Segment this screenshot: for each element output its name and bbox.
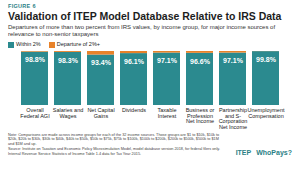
svg-text:Net CapitalGains: Net CapitalGains <box>87 107 114 119</box>
svg-text:Business orProfessionNet Incom: Business orProfessionNet Income <box>186 107 215 124</box>
svg-text:Partnershipand S-CorporationNe: Partnershipand S-CorporationNet Income <box>219 107 248 130</box>
svg-text:98.8%: 98.8% <box>25 56 46 63</box>
html-text:Departure of 2%+: Departure of 2%+ <box>56 41 100 47</box>
svg-text:98.3%: 98.3% <box>58 56 79 63</box>
svg-text:96.1%: 96.1% <box>124 57 145 64</box>
html-text:WhoPays?: WhoPays? <box>256 148 292 156</box>
html-text:Within 2%: Within 2% <box>16 41 41 47</box>
html-text:ITEP: ITEP <box>235 148 252 156</box>
svg-text:UnemploymentCompensation: UnemploymentCompensation <box>248 107 285 119</box>
svg-text:Salaries andWages: Salaries andWages <box>53 107 84 119</box>
svg-text:96.6%: 96.6% <box>190 57 211 64</box>
svg-text:99.8%: 99.8% <box>256 55 277 62</box>
svg-text:93.4%: 93.4% <box>91 59 112 66</box>
svg-text:Dividends: Dividends <box>122 107 146 113</box>
svg-text:TaxableInterest: TaxableInterest <box>158 107 177 119</box>
html-text:Departures of more than two pe: Departures of more than two percent from… <box>8 24 276 37</box>
html-text:Validation of ITEP Model Datab: Validation of ITEP Model Database Relati… <box>8 10 282 22</box>
html-text:Note: Comparisons are made acr: Note: Comparisons are made across income… <box>8 132 220 146</box>
svg-text:OverallFederal AGI: OverallFederal AGI <box>20 107 50 119</box>
html-text:Source: Institute on Taxation: Source: Institute on Taxation and Econom… <box>8 147 220 156</box>
svg-text:97.1%: 97.1% <box>223 57 244 64</box>
svg-text:97.1%: 97.1% <box>157 57 178 64</box>
html-text:FIGURE 6: FIGURE 6 <box>8 3 36 9</box>
